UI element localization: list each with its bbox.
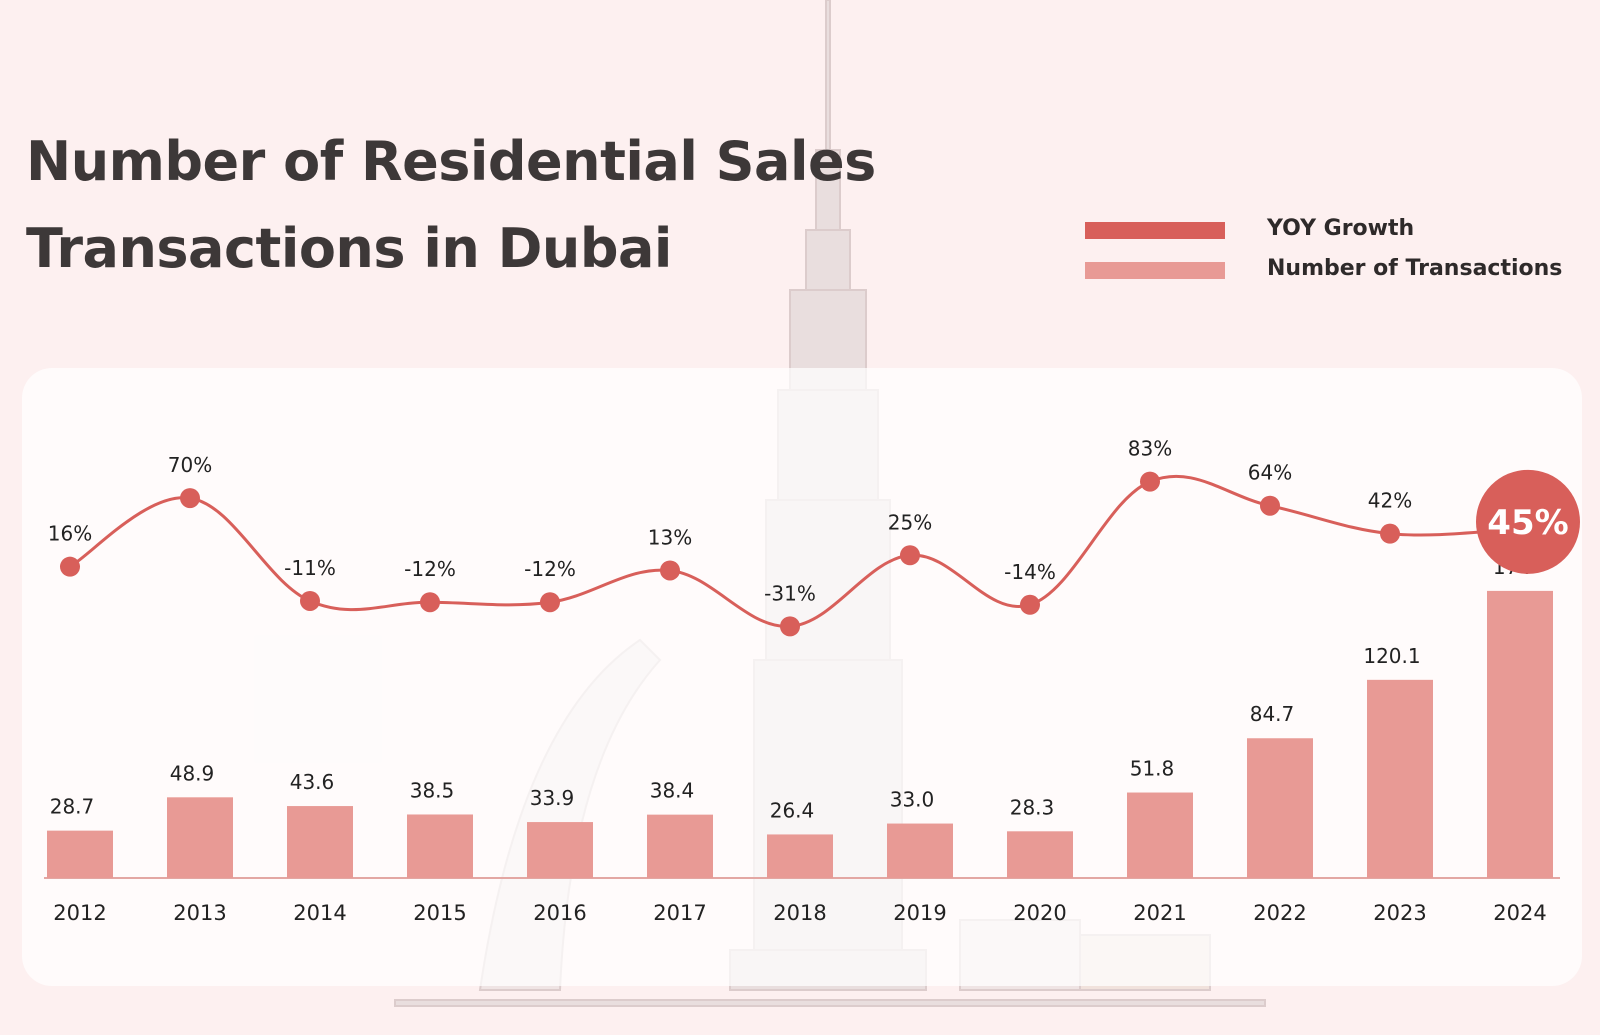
bar-label-2019: 33.0 xyxy=(890,788,935,812)
yoy-point-2018 xyxy=(780,616,800,637)
year-label-2021: 2021 xyxy=(1133,901,1186,925)
year-label-2015: 2015 xyxy=(413,901,466,925)
bar-2023 xyxy=(1367,679,1433,878)
yoy-highlight-badge xyxy=(1476,469,1580,574)
year-label-2022: 2022 xyxy=(1253,901,1306,925)
yoy-label-2014: -11% xyxy=(284,556,336,580)
bar-2021 xyxy=(1127,792,1193,878)
legend-label-transactions: Number of Transactions xyxy=(1267,256,1563,281)
yoy-label-2013: 70% xyxy=(168,453,212,477)
yoy-point-2017 xyxy=(660,560,680,581)
legend-label-yoy: YOY Growth xyxy=(1267,216,1415,241)
bar-2019 xyxy=(887,823,953,878)
bar-label-2017: 38.4 xyxy=(650,779,695,803)
yoy-label-2016: -12% xyxy=(524,557,576,581)
bar-2020 xyxy=(1007,831,1073,878)
bar-label-2013: 48.9 xyxy=(170,761,215,785)
yoy-highlight-label: 45% xyxy=(1487,503,1568,543)
bar-2015 xyxy=(407,814,473,878)
yoy-label-2017: 13% xyxy=(648,525,692,549)
legend-swatch-transactions xyxy=(1085,262,1225,279)
yoy-label-2019: 25% xyxy=(888,510,932,534)
yoy-point-2019 xyxy=(900,545,920,566)
year-label-2023: 2023 xyxy=(1373,901,1426,925)
yoy-point-2023 xyxy=(1380,523,1400,544)
yoy-label-2015: -12% xyxy=(404,557,456,581)
bar-label-2020: 28.3 xyxy=(1010,795,1055,819)
year-label-2012: 2012 xyxy=(53,901,106,925)
bar-label-2023: 120.1 xyxy=(1363,644,1420,668)
yoy-label-2018: -31% xyxy=(764,581,816,605)
bar-2022 xyxy=(1247,738,1313,878)
bar-2018 xyxy=(767,834,833,878)
yoy-point-2013 xyxy=(180,488,200,509)
bar-label-2016: 33.9 xyxy=(530,786,575,810)
bar-label-2012: 28.7 xyxy=(50,795,95,819)
bar-label-2014: 43.6 xyxy=(290,770,335,794)
yoy-label-2022: 64% xyxy=(1248,461,1292,485)
bar-label-2022: 84.7 xyxy=(1250,702,1295,726)
year-label-2018: 2018 xyxy=(773,901,826,925)
yoy-point-2016 xyxy=(540,592,560,613)
year-label-2017: 2017 xyxy=(653,901,706,925)
yoy-label-2021: 83% xyxy=(1128,437,1172,461)
yoy-point-2014 xyxy=(300,590,320,611)
bar-2013 xyxy=(167,797,233,878)
yoy-label-2023: 42% xyxy=(1368,489,1412,513)
year-label-2019: 2019 xyxy=(893,901,946,925)
bar-label-2018: 26.4 xyxy=(770,798,815,822)
bar-2012 xyxy=(47,830,113,878)
year-label-2020: 2020 xyxy=(1013,901,1066,925)
legend-swatch-yoy xyxy=(1085,222,1225,239)
bar-2014 xyxy=(287,806,353,878)
bar-2016 xyxy=(527,822,593,878)
year-label-2016: 2016 xyxy=(533,901,586,925)
title-line-1: Number of Residential Sales xyxy=(26,130,876,193)
yoy-label-2012: 16% xyxy=(48,522,92,546)
yoy-point-2021 xyxy=(1140,471,1160,492)
title-line-2: Transactions in Dubai xyxy=(26,217,672,280)
bar-2017 xyxy=(647,814,713,878)
year-label-2024: 2024 xyxy=(1493,901,1546,925)
yoy-point-2022 xyxy=(1260,495,1280,516)
bar-label-2015: 38.5 xyxy=(410,778,455,802)
bar-2024 xyxy=(1487,590,1553,878)
yoy-label-2020: -14% xyxy=(1004,560,1056,584)
yoy-point-2012 xyxy=(60,556,80,577)
chart-panel xyxy=(22,368,1582,986)
year-label-2013: 2013 xyxy=(173,901,226,925)
year-label-2014: 2014 xyxy=(293,901,346,925)
page-title: Number of Residential Sales Transactions… xyxy=(26,118,876,292)
yoy-point-2015 xyxy=(420,592,440,613)
yoy-point-2020 xyxy=(1020,594,1040,615)
bar-label-2021: 51.8 xyxy=(1130,757,1175,781)
